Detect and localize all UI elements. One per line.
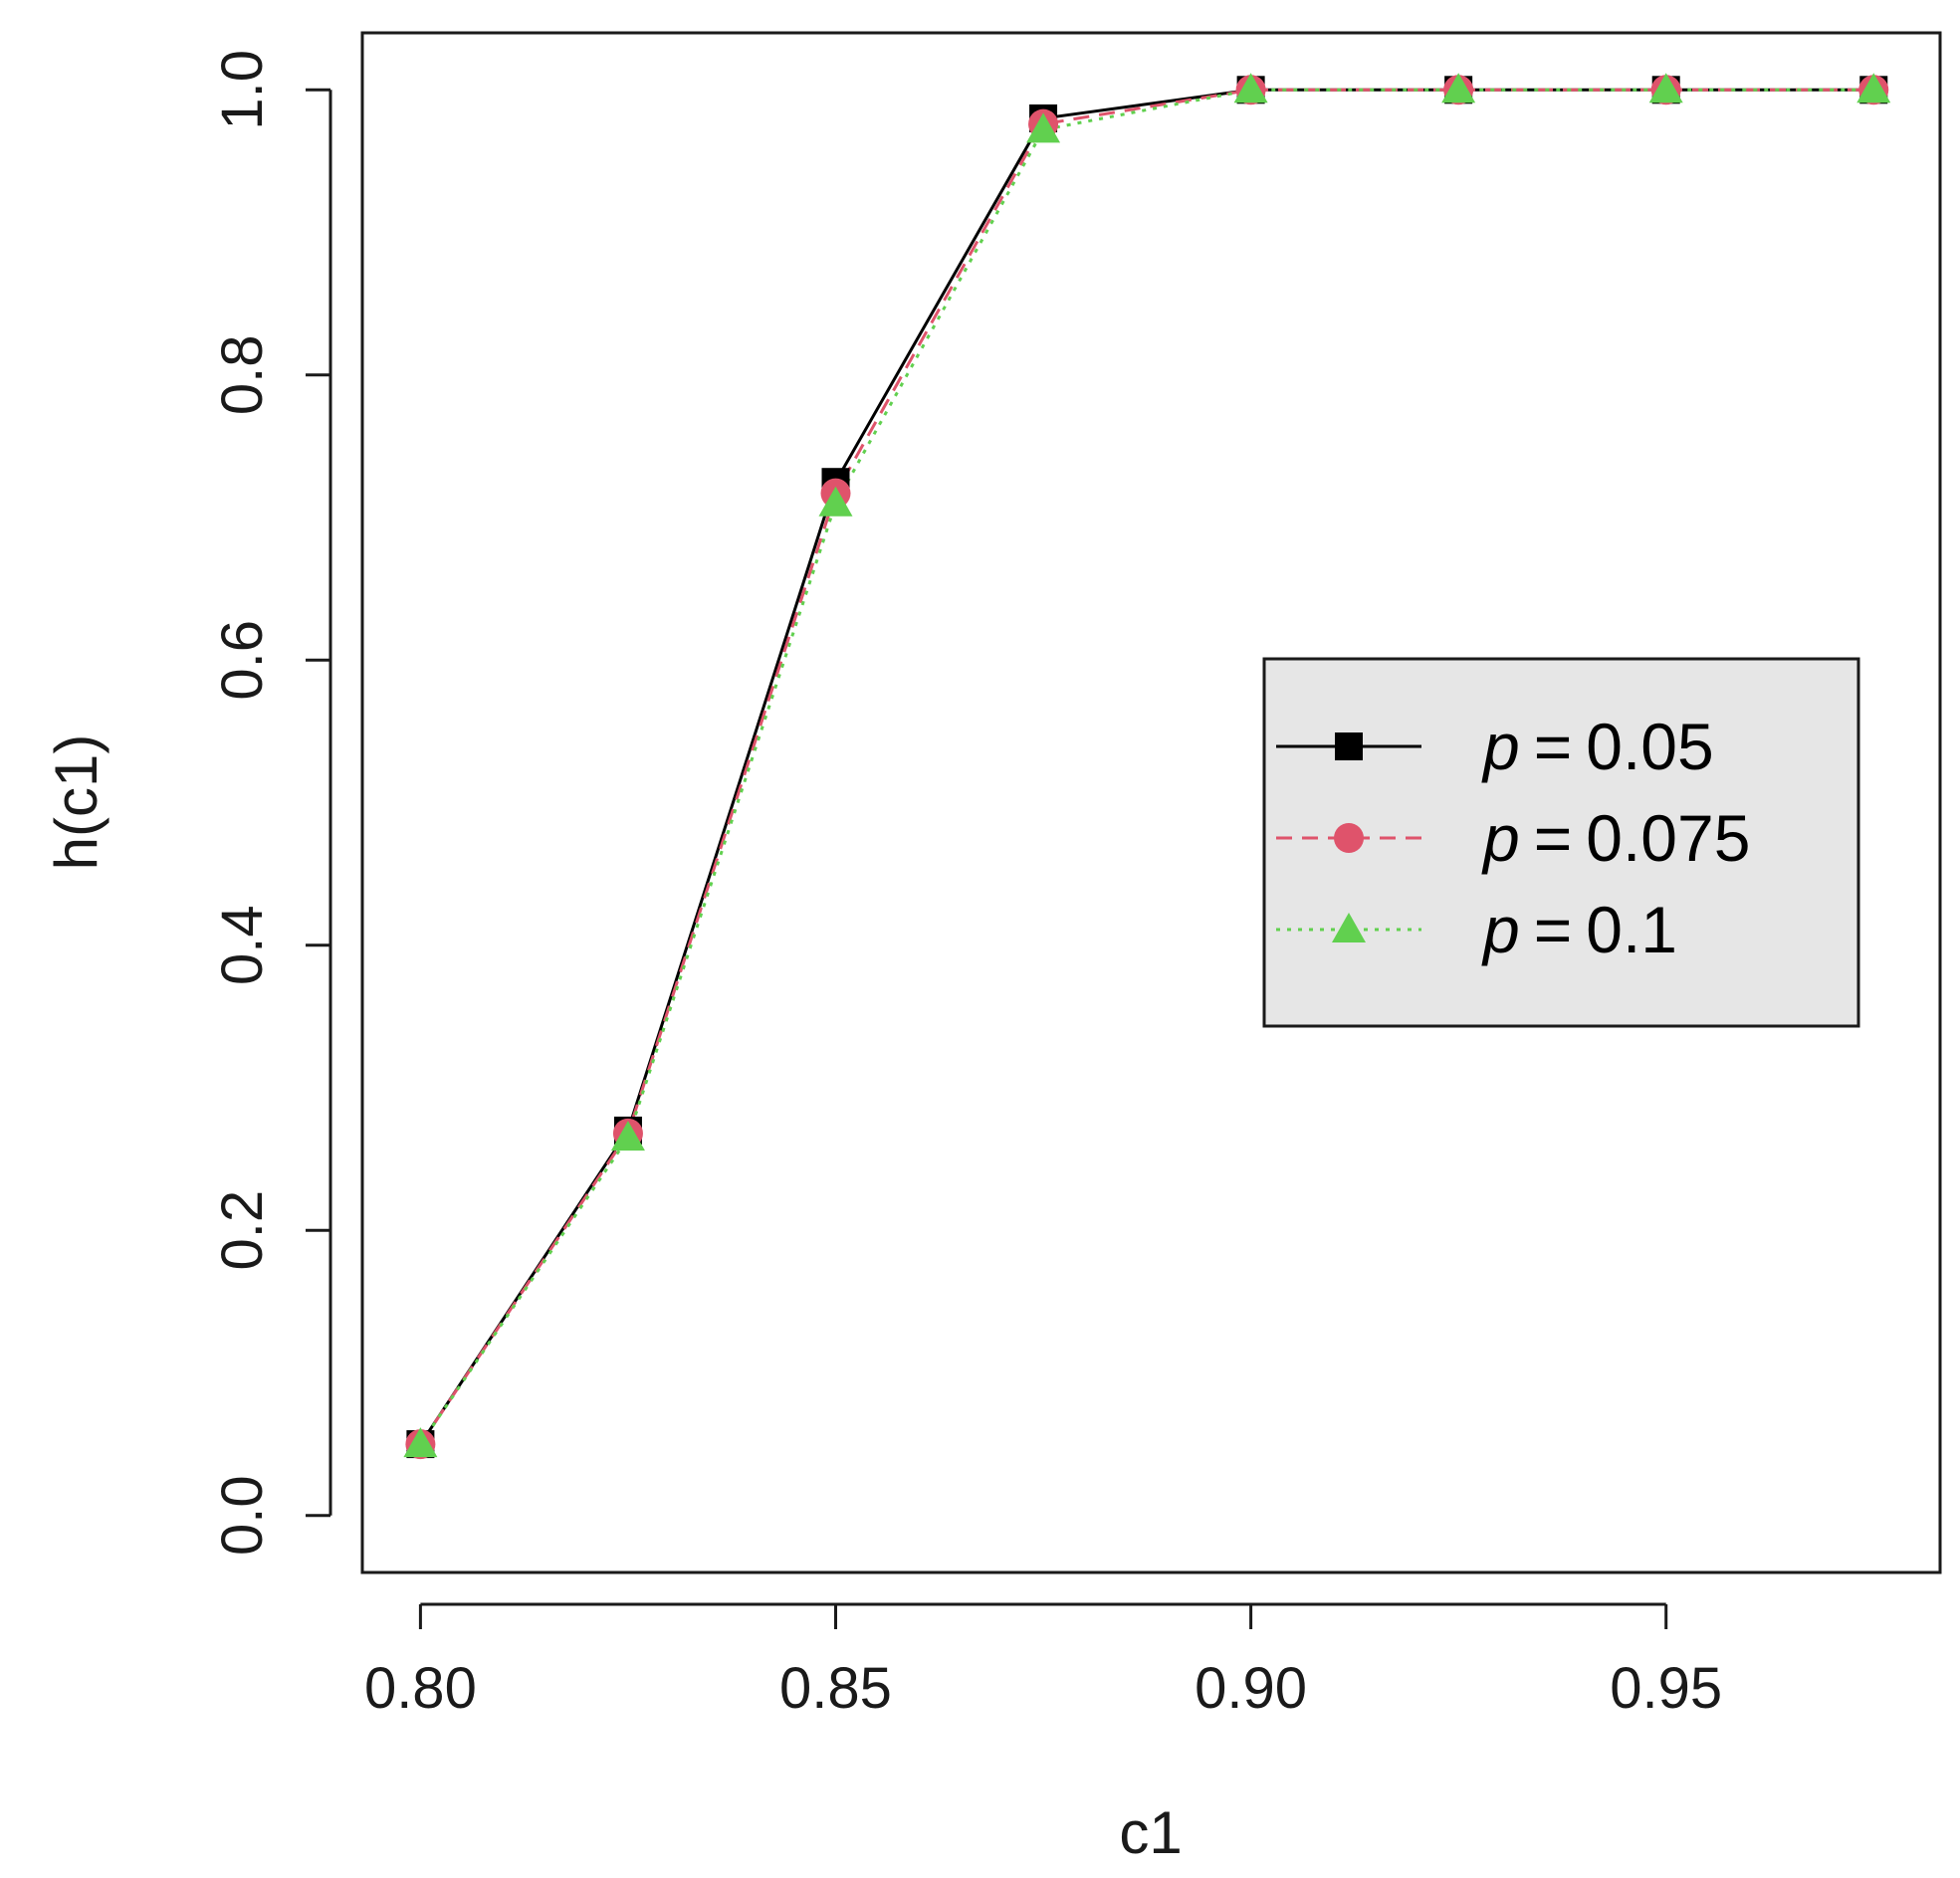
y-tick-label: 0.2 bbox=[210, 1190, 275, 1271]
legend-value: 0.05 bbox=[1586, 710, 1713, 783]
series-2-point bbox=[610, 1121, 645, 1151]
legend-entry-2: p = 0.1 bbox=[1276, 893, 1677, 966]
y-axis-label: h(c1) bbox=[43, 734, 109, 871]
legend-variable: p bbox=[1481, 710, 1520, 783]
x-axis-label: c1 bbox=[1119, 1799, 1182, 1866]
y-tick-label: 0.6 bbox=[210, 620, 275, 701]
series-line-0 bbox=[419, 88, 1874, 1445]
legend-value: 0.1 bbox=[1586, 893, 1677, 966]
legend-label: p = 0.075 bbox=[1481, 801, 1750, 875]
series-layer bbox=[403, 73, 1891, 1460]
legend-entry-0: p = 0.05 bbox=[1276, 710, 1714, 783]
y-tick-label: 0.8 bbox=[210, 334, 275, 415]
y-tick-label: 0.4 bbox=[210, 905, 275, 985]
legend-variable: p bbox=[1481, 893, 1520, 966]
y-tick-label: 1.0 bbox=[210, 50, 275, 130]
series-2-point bbox=[818, 486, 853, 517]
series-2-point bbox=[1026, 112, 1061, 143]
series-2-point bbox=[1233, 73, 1268, 104]
legend-label: p = 0.1 bbox=[1481, 893, 1677, 966]
series-2-point bbox=[1441, 73, 1476, 104]
series-2-point bbox=[1648, 73, 1683, 104]
series-markers-2 bbox=[403, 73, 1891, 1458]
legend-operator: = bbox=[1534, 801, 1573, 875]
legend-operator: = bbox=[1534, 710, 1573, 783]
x-tick-label: 0.95 bbox=[1610, 1656, 1722, 1721]
series-2-point bbox=[1856, 73, 1891, 104]
legend-marker bbox=[1332, 913, 1366, 942]
legend-label: p = 0.05 bbox=[1481, 710, 1714, 783]
x-tick-label: 0.90 bbox=[1195, 1656, 1307, 1721]
legend-variable: p bbox=[1481, 801, 1520, 875]
x-tick-label: 0.85 bbox=[779, 1656, 892, 1721]
y-tick-label: 0.0 bbox=[210, 1475, 275, 1556]
x-axis: 0.80 0.85 0.90 0.95 bbox=[364, 1602, 1722, 1721]
legend-marker bbox=[1334, 823, 1364, 853]
series-2-point bbox=[403, 1427, 438, 1458]
legend-value: 0.075 bbox=[1586, 801, 1750, 875]
x-tick-label: 0.80 bbox=[364, 1656, 477, 1721]
legend-marker bbox=[1335, 732, 1363, 760]
legend-box bbox=[1262, 657, 1860, 1028]
y-axis: 0.0 0.2 0.4 0.6 0.8 1.0 bbox=[210, 50, 332, 1556]
legend-entry-1: p = 0.075 bbox=[1276, 801, 1750, 875]
legend-operator: = bbox=[1534, 893, 1573, 966]
